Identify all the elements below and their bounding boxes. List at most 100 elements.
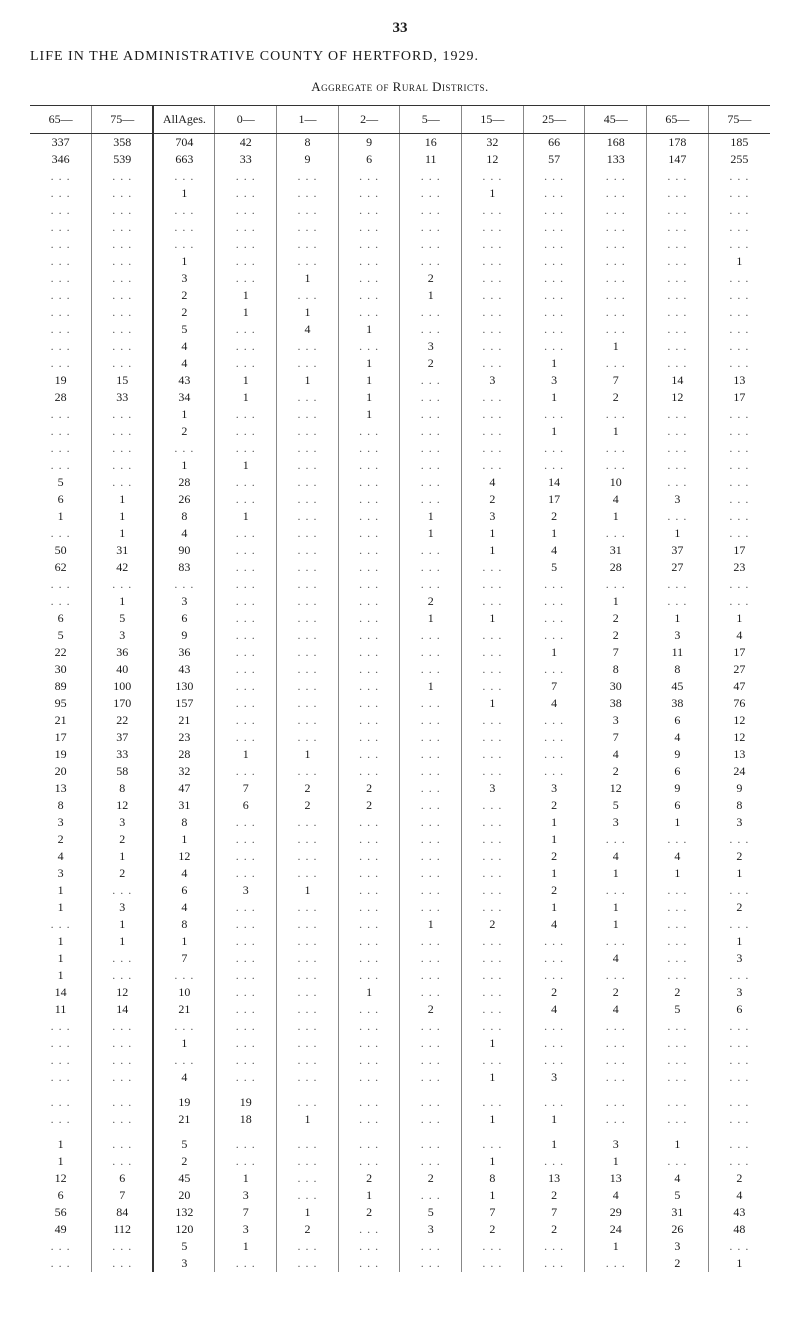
table-cell: . . . bbox=[462, 763, 524, 780]
table-cell: . . . bbox=[523, 287, 585, 304]
table-cell: 66 bbox=[523, 134, 585, 152]
table-cell: . . . bbox=[523, 457, 585, 474]
table-cell: . . . bbox=[462, 1238, 524, 1255]
table-cell: . . . bbox=[153, 202, 215, 219]
table-cell: 3 bbox=[215, 1187, 277, 1204]
table-cell: . . . bbox=[277, 899, 339, 916]
table-cell: . . . bbox=[400, 644, 462, 661]
table-cell: 17 bbox=[708, 389, 770, 406]
table-cell: 45 bbox=[153, 1170, 215, 1187]
table-cell: 13 bbox=[30, 780, 92, 797]
column-header: 65— bbox=[647, 106, 709, 134]
table-cell: 1 bbox=[153, 933, 215, 950]
table-cell: 1 bbox=[585, 508, 647, 525]
table-cell: . . . bbox=[215, 236, 277, 253]
table-cell: . . . bbox=[462, 338, 524, 355]
table-cell: . . . bbox=[523, 576, 585, 593]
table-cell bbox=[400, 1128, 462, 1136]
table-cell: 8 bbox=[153, 814, 215, 831]
table-cell: . . . bbox=[585, 236, 647, 253]
table-cell: . . . bbox=[523, 168, 585, 185]
table-cell: 4 bbox=[585, 950, 647, 967]
table-row bbox=[30, 1128, 770, 1136]
table-cell: . . . bbox=[215, 865, 277, 882]
table-cell: 2 bbox=[30, 831, 92, 848]
table-cell: . . . bbox=[277, 678, 339, 695]
table-cell: . . . bbox=[277, 1069, 339, 1086]
table-cell: . . . bbox=[708, 219, 770, 236]
table-cell: 43 bbox=[153, 372, 215, 389]
table-cell: 3 bbox=[708, 984, 770, 1001]
table-cell: . . . bbox=[153, 219, 215, 236]
table-cell: . . . bbox=[585, 1069, 647, 1086]
table-row: . . .. . .. . .. . .. . .. . .. . .. . .… bbox=[30, 219, 770, 236]
table-cell: . . . bbox=[400, 899, 462, 916]
table-cell: . . . bbox=[277, 525, 339, 542]
table-cell: . . . bbox=[462, 593, 524, 610]
table-cell: 1 bbox=[153, 185, 215, 202]
table-cell: 95 bbox=[30, 695, 92, 712]
table-cell: 2 bbox=[708, 899, 770, 916]
table-cell: . . . bbox=[92, 355, 154, 372]
table-cell: 1 bbox=[215, 304, 277, 321]
table-cell: 3 bbox=[30, 814, 92, 831]
table-cell: . . . bbox=[462, 236, 524, 253]
table-cell: 2 bbox=[338, 1204, 400, 1221]
table-cell bbox=[338, 1086, 400, 1094]
table-cell: . . . bbox=[338, 1136, 400, 1153]
table-cell: 4 bbox=[585, 1187, 647, 1204]
table-cell: 1 bbox=[92, 593, 154, 610]
table-cell: 6 bbox=[647, 763, 709, 780]
table-cell: 2 bbox=[277, 797, 339, 814]
table-row: 624283. . .. . .. . .. . .. . .5282723 bbox=[30, 559, 770, 576]
table-cell: . . . bbox=[708, 474, 770, 491]
page-number: 33 bbox=[30, 20, 770, 37]
table-cell: 4 bbox=[462, 474, 524, 491]
table-cell: . . . bbox=[462, 848, 524, 865]
table-cell: 1 bbox=[338, 406, 400, 423]
table-cell: 5 bbox=[523, 559, 585, 576]
table-cell: 6 bbox=[30, 491, 92, 508]
table-row: 539. . .. . .. . .. . .. . .. . .234 bbox=[30, 627, 770, 644]
table-cell: . . . bbox=[338, 1094, 400, 1111]
table-cell: . . . bbox=[215, 1136, 277, 1153]
table-cell: 2 bbox=[400, 593, 462, 610]
table-cell: 7 bbox=[585, 729, 647, 746]
table-cell: 6 bbox=[338, 151, 400, 168]
table-row: . . .. . .1. . .. . .1. . .. . .. . .. .… bbox=[30, 406, 770, 423]
table-cell: . . . bbox=[647, 474, 709, 491]
table-cell: . . . bbox=[215, 610, 277, 627]
table-cell: 358 bbox=[92, 134, 154, 152]
table-cell: . . . bbox=[277, 1018, 339, 1035]
table-cell: . . . bbox=[585, 967, 647, 984]
table-cell: . . . bbox=[523, 950, 585, 967]
table-row: 67203. . .1. . .12454 bbox=[30, 1187, 770, 1204]
table-cell: . . . bbox=[92, 1111, 154, 1128]
table-cell: . . . bbox=[30, 916, 92, 933]
table-cell: . . . bbox=[400, 474, 462, 491]
table-cell: 1 bbox=[462, 185, 524, 202]
table-cell: 7 bbox=[92, 1187, 154, 1204]
table-cell: 2 bbox=[523, 1221, 585, 1238]
table-cell: . . . bbox=[462, 729, 524, 746]
table-cell: . . . bbox=[338, 542, 400, 559]
table-cell: . . . bbox=[215, 559, 277, 576]
table-cell: 2 bbox=[523, 848, 585, 865]
table-cell: 1 bbox=[215, 372, 277, 389]
table-cell: . . . bbox=[400, 389, 462, 406]
table-cell: 5 bbox=[647, 1001, 709, 1018]
table-cell: . . . bbox=[400, 372, 462, 389]
table-cell: 1 bbox=[462, 1187, 524, 1204]
column-header: 75— bbox=[92, 106, 154, 134]
table-cell: 255 bbox=[708, 151, 770, 168]
table-cell: 1 bbox=[523, 355, 585, 372]
table-cell: . . . bbox=[215, 202, 277, 219]
table-cell: 2 bbox=[585, 984, 647, 1001]
table-row: . . .14. . .. . .. . .111. . .1. . . bbox=[30, 525, 770, 542]
table-cell: . . . bbox=[338, 219, 400, 236]
table-cell: 56 bbox=[30, 1204, 92, 1221]
table-cell: 3 bbox=[647, 491, 709, 508]
table-cell: . . . bbox=[277, 423, 339, 440]
table-cell: 3 bbox=[92, 627, 154, 644]
table-cell: 2 bbox=[462, 1221, 524, 1238]
